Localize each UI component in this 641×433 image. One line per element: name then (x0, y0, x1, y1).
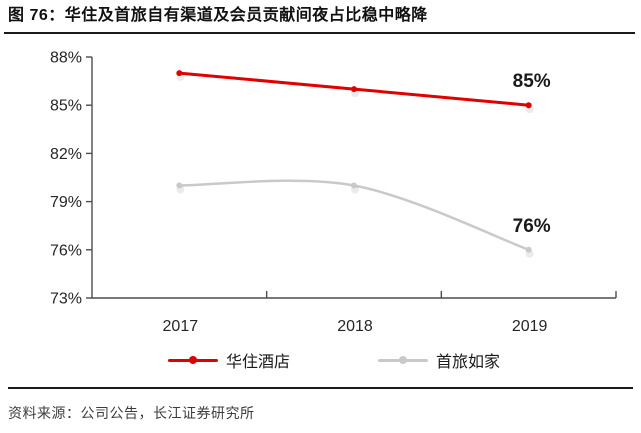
series-point-0 (176, 70, 183, 77)
chart-legend: 华住酒店 首旅如家 (168, 348, 500, 372)
y-tick-label: 79% (50, 194, 82, 211)
x-tick-label: 2018 (337, 318, 373, 335)
legend-item-huazhu: 华住酒店 (168, 348, 290, 372)
y-tick-label: 73% (50, 291, 82, 308)
y-tick-label: 88% (50, 50, 82, 67)
x-tick-label: 2017 (163, 318, 199, 335)
series-point-0 (525, 102, 532, 109)
legend-dot-icon (399, 356, 408, 364)
series-point-1 (176, 182, 183, 189)
y-tick-label: 76% (50, 242, 82, 259)
series-end-label-0: 85% (513, 71, 551, 92)
figure-header: 图 76：华住及首旅自有渠道及会员贡献间夜占比稳中略降 (4, 6, 635, 34)
legend-line-marker-btg (378, 356, 429, 364)
source-note: 资料来源：公司公告，长江证券研究所 (8, 405, 255, 421)
line-chart-canvas: 88% 85% 82% 79% 76% 73% 2017 2018 2019 85% 76% (50, 50, 617, 335)
legend-label-btg: 首旅如家 (436, 354, 501, 371)
footer-divider (8, 387, 633, 389)
y-tick-label: 85% (50, 98, 82, 115)
series-point-1 (351, 182, 357, 189)
series-point-1 (525, 246, 532, 253)
figure-title: 图 76：华住及首旅自有渠道及会员贡献间夜占比稳中略降 (8, 7, 428, 24)
legend-dot-icon (189, 356, 197, 364)
x-tick-label: 2019 (512, 318, 548, 335)
legend-item-btg: 首旅如家 (378, 348, 500, 372)
series-end-label-1: 76% (513, 216, 551, 237)
y-tick-label: 82% (50, 146, 82, 163)
series-point-0 (351, 86, 357, 93)
legend-label-huazhu: 华住酒店 (226, 354, 291, 371)
legend-line-marker-huazhu (168, 356, 218, 364)
